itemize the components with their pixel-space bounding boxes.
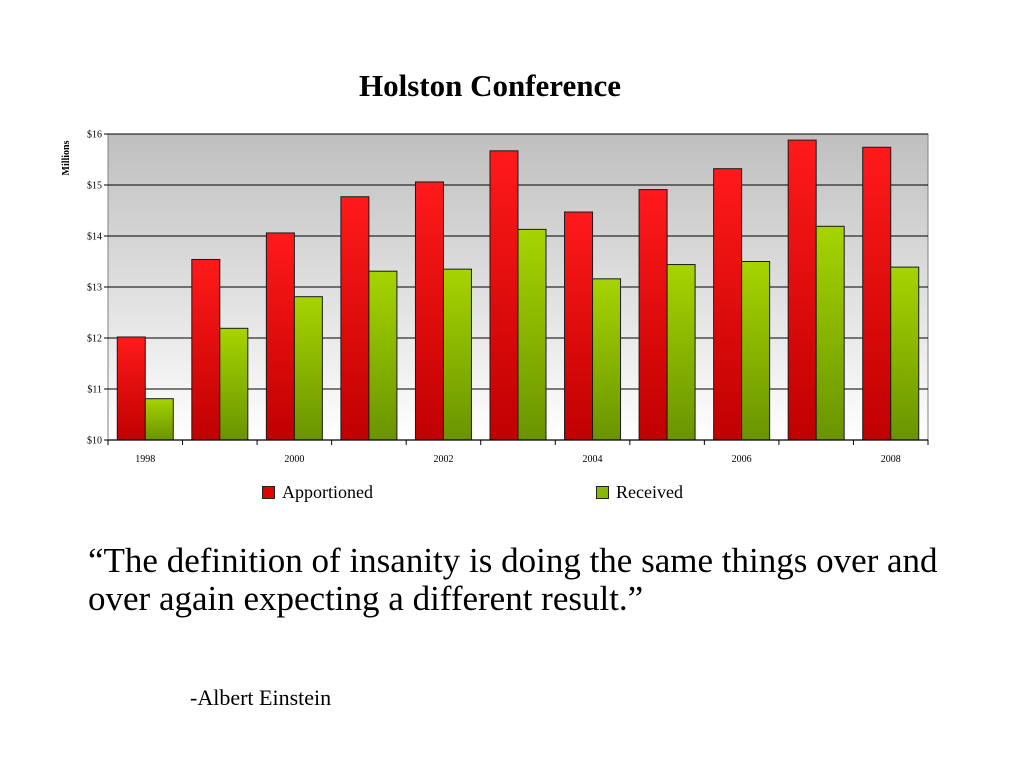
x-tick-label: 2000 bbox=[284, 454, 304, 465]
bar-received-2007 bbox=[815, 225, 845, 441]
legend-swatch-received bbox=[596, 486, 609, 499]
bar-received-2008 bbox=[890, 266, 920, 441]
bars bbox=[116, 139, 920, 441]
y-tick-label: $12 bbox=[87, 334, 102, 345]
y-tick-label: $16 bbox=[87, 130, 102, 141]
bar-received-2000 bbox=[293, 296, 323, 441]
x-tick-label: 2008 bbox=[881, 454, 901, 465]
y-tick-label: $14 bbox=[87, 232, 102, 243]
bar-apportioned-2005 bbox=[638, 189, 668, 441]
x-tick-label: 2006 bbox=[732, 454, 752, 465]
x-tick-label: 2004 bbox=[583, 454, 603, 465]
bar-received-2005 bbox=[666, 264, 696, 441]
axes: $10 $11 $12 $13 $14 $15 $16 1998 2000 2002 2004 200… bbox=[87, 130, 929, 465]
bar-received-1999 bbox=[219, 327, 249, 441]
y-tick-label: $10 bbox=[87, 436, 102, 447]
legend-label-apportioned: Apportioned bbox=[282, 482, 373, 502]
bar-apportioned-1998 bbox=[116, 336, 146, 441]
bar-apportioned-2001 bbox=[340, 196, 370, 441]
legend-swatch-apportioned bbox=[262, 486, 275, 499]
y-axis-title: Millions bbox=[61, 140, 72, 175]
legend: Apportioned Received bbox=[0, 482, 1024, 504]
bar-apportioned-2004 bbox=[564, 211, 594, 441]
legend-item-apportioned: Apportioned bbox=[262, 482, 373, 503]
x-tick-label: 1998 bbox=[135, 454, 155, 465]
legend-item-received: Received bbox=[596, 482, 683, 503]
bar-apportioned-2003 bbox=[489, 150, 519, 441]
bar-apportioned-2002 bbox=[414, 181, 444, 441]
bar-apportioned-2007 bbox=[787, 139, 817, 441]
bar-received-2001 bbox=[368, 270, 398, 441]
x-tick-label: 2002 bbox=[433, 454, 453, 465]
bar-received-2003 bbox=[517, 228, 547, 441]
y-tick-label: $15 bbox=[87, 181, 102, 192]
quote-author: -Albert Einstein bbox=[190, 685, 332, 710]
legend-label-received: Received bbox=[616, 482, 683, 502]
y-tick-label: $13 bbox=[87, 283, 102, 294]
bar-apportioned-2000 bbox=[265, 232, 295, 441]
bar-apportioned-1999 bbox=[191, 258, 221, 441]
bar-received-2004 bbox=[592, 278, 622, 441]
bar-received-2006 bbox=[741, 261, 771, 441]
bar-received-1998 bbox=[144, 398, 174, 441]
bar-received-2002 bbox=[442, 268, 472, 441]
y-tick-label: $11 bbox=[87, 385, 102, 396]
bar-apportioned-2006 bbox=[713, 168, 743, 441]
quote-text: “The definition of insanity is doing the… bbox=[88, 541, 938, 618]
chart-title: Holston Conference bbox=[358, 68, 622, 103]
bar-chart: $10 $11 $12 $13 $14 $15 $16 1998 2000 2002 2004 200… bbox=[61, 130, 929, 465]
bar-apportioned-2008 bbox=[862, 146, 892, 441]
